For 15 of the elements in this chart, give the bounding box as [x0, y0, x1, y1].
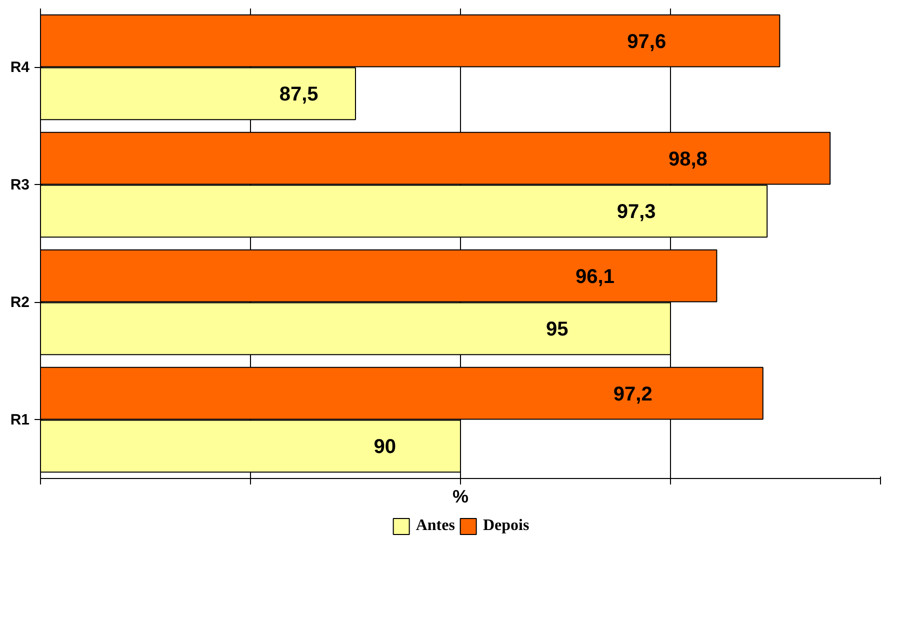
data-label: 97,2	[613, 383, 652, 406]
data-label: 98,8	[668, 148, 708, 170]
data-label: 97,6	[627, 30, 666, 53]
y-tick-label: R1	[10, 411, 30, 428]
y-tick-label: R4	[10, 58, 30, 76]
data-label: 90	[374, 436, 396, 458]
data-label: 96,1	[576, 266, 614, 288]
y-tick-label: R3	[10, 176, 30, 194]
data-label: 87,5	[279, 84, 318, 106]
data-label: 95	[546, 318, 568, 341]
legend-label: Depois	[482, 517, 530, 535]
x-axis-title: %	[452, 486, 469, 506]
y-tick-label: R2	[10, 294, 30, 311]
legend-label: Antes	[416, 517, 455, 535]
data-label: 97,3	[616, 201, 656, 224]
